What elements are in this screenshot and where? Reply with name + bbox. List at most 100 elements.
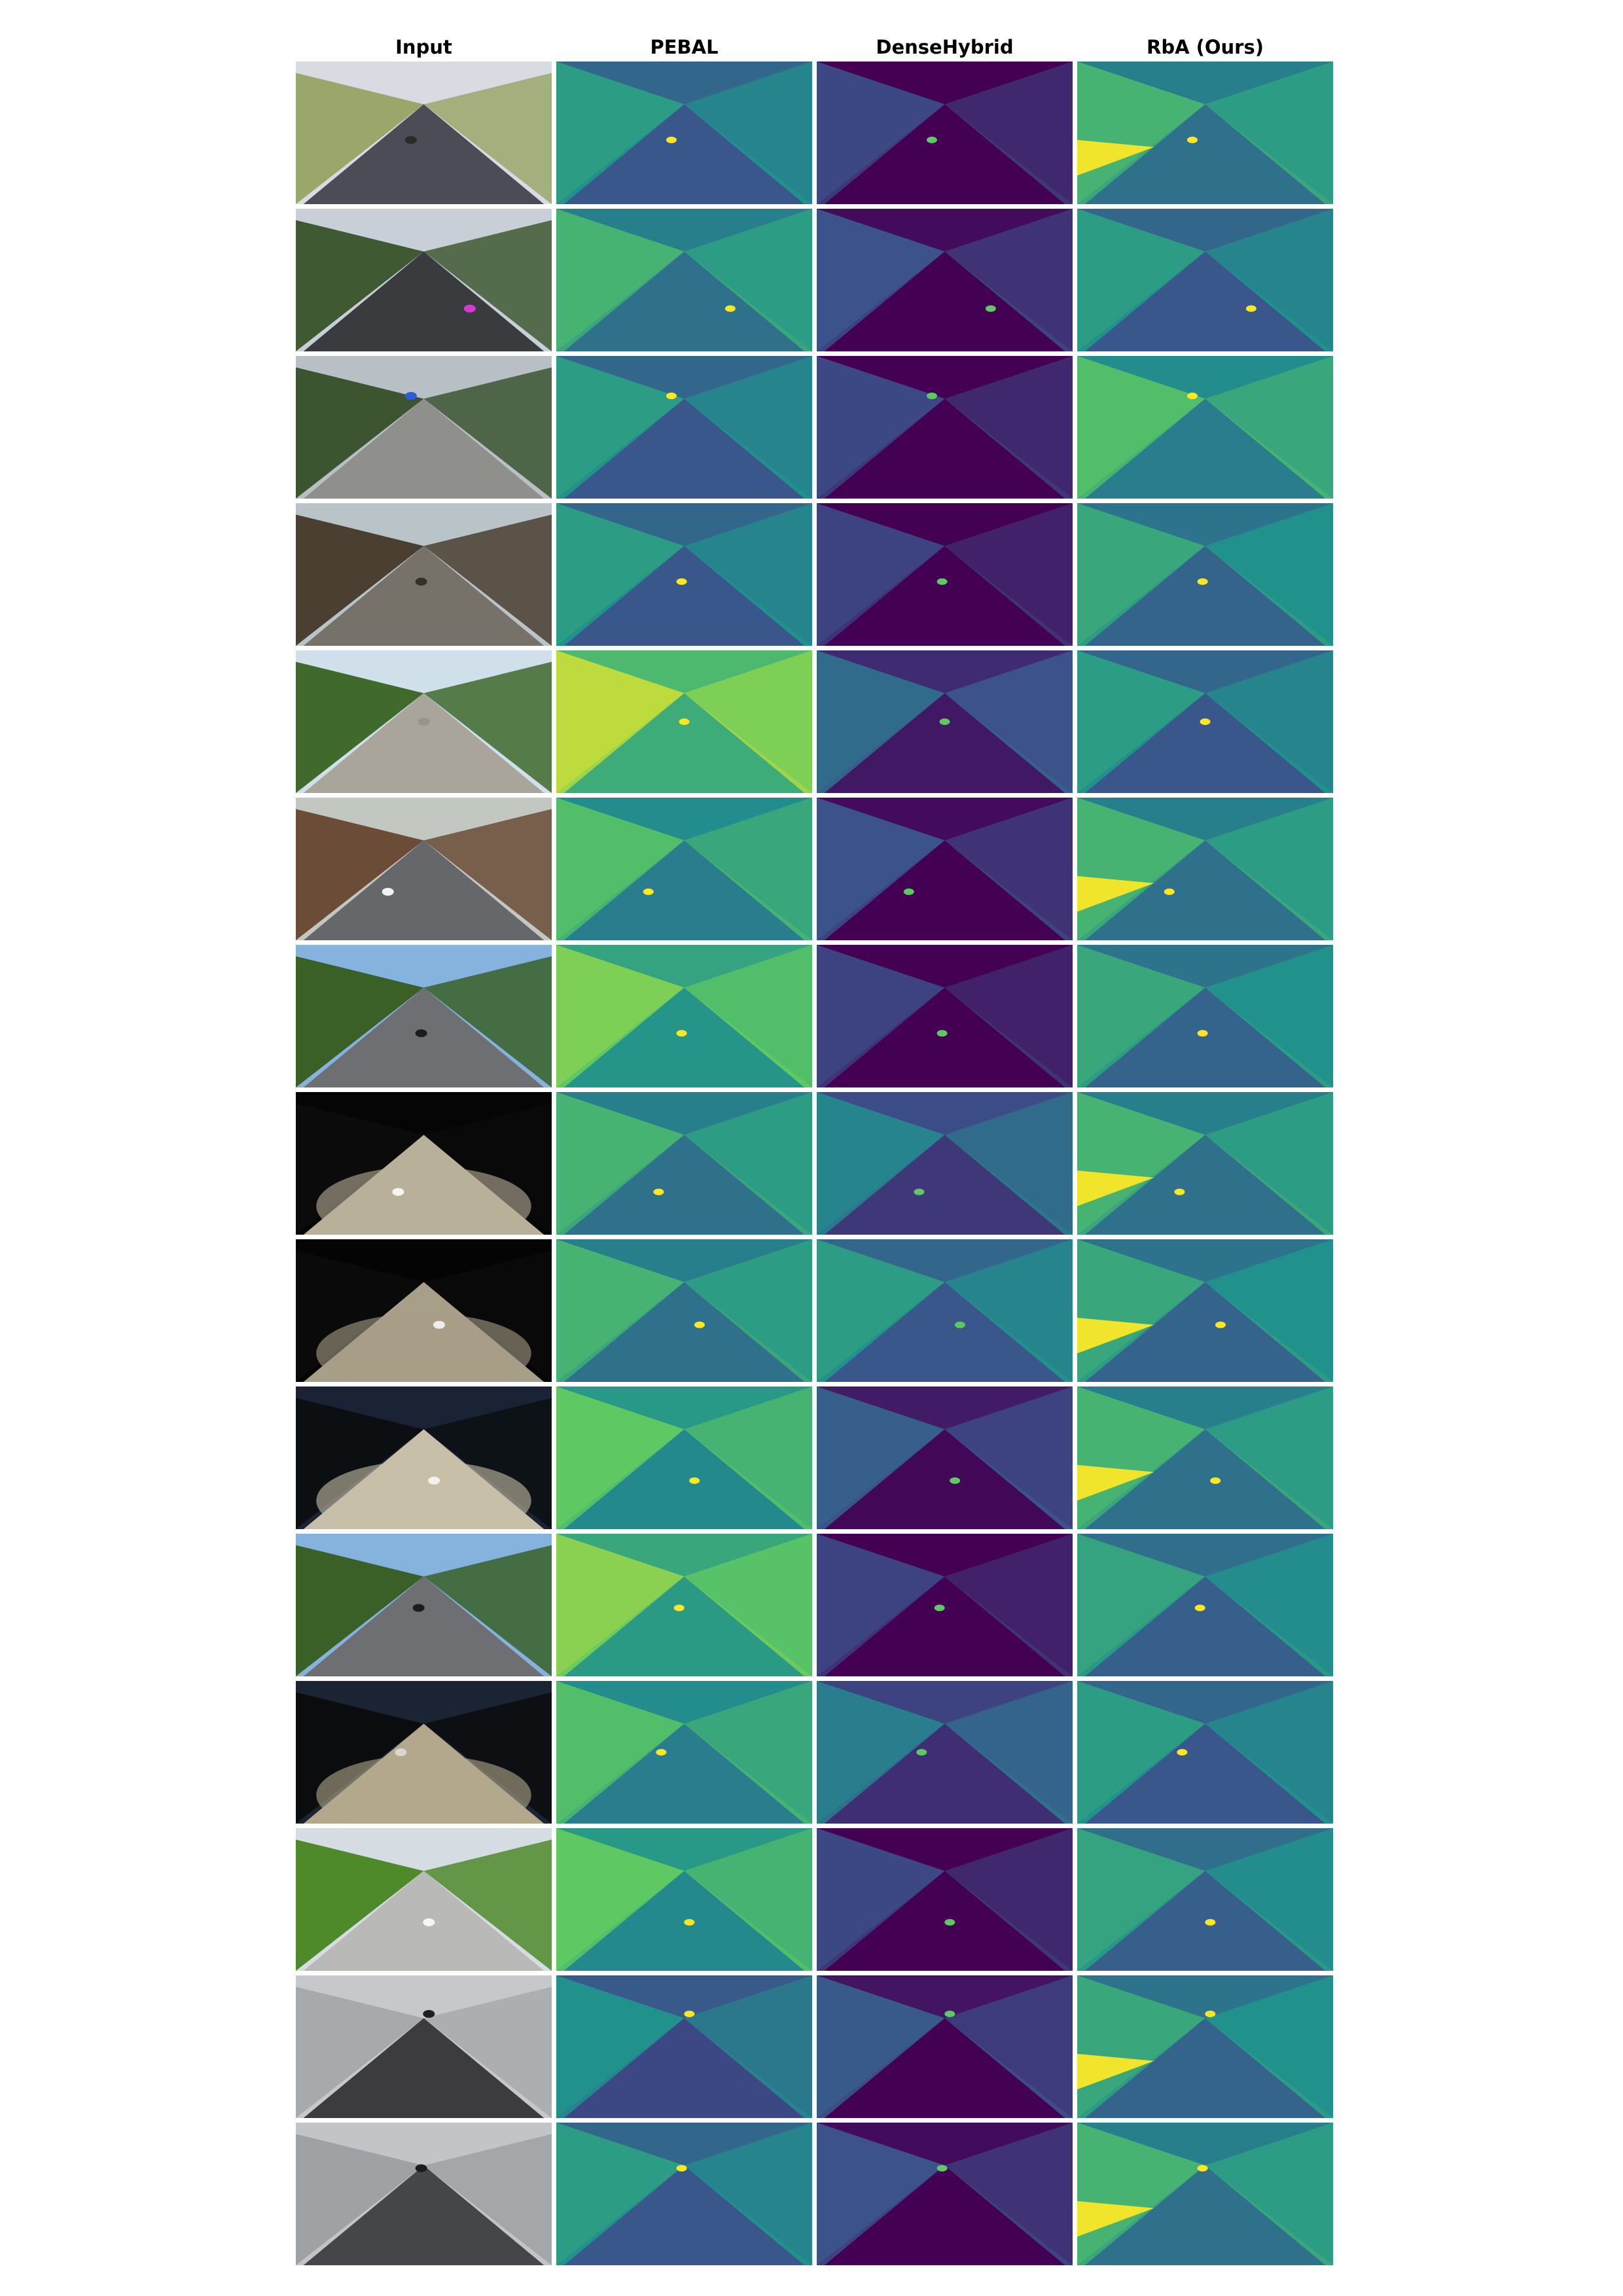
anomaly-highlight [926, 393, 937, 400]
input-image-canvas [296, 503, 552, 646]
pebal-image-canvas [556, 1681, 812, 1824]
pebal-image-canvas [556, 1975, 812, 2118]
rba-image-canvas [1077, 1092, 1333, 1235]
anomaly-highlight [936, 2164, 948, 2172]
rba-image-canvas [1077, 1534, 1333, 1676]
anomaly-highlight [944, 1918, 955, 1926]
input-image-canvas [296, 2123, 552, 2265]
input-obstacle [423, 2009, 435, 2018]
pebal-image-canvas [556, 62, 812, 204]
anomaly-highlight [694, 1321, 705, 1328]
pebal-anomaly-map [556, 1239, 812, 1382]
anomaly-highlight [944, 2010, 955, 2017]
anomaly-highlight [653, 1188, 664, 1195]
rba-anomaly-map [1077, 1092, 1333, 1235]
input-image [296, 945, 552, 1087]
input-image-canvas [296, 62, 552, 204]
anomaly-highlight [684, 1918, 695, 1926]
rba-image-canvas [1077, 356, 1333, 499]
anomaly-highlight [903, 888, 914, 895]
scene-row-dusk-road-headlights [296, 1386, 1336, 1529]
column-header-input: Input [395, 36, 452, 58]
anomaly-highlight [656, 1749, 667, 1756]
pebal-image-canvas [556, 1386, 812, 1529]
anomaly-highlight [950, 1477, 961, 1484]
input-image [296, 798, 552, 940]
scene-row-hedged-lane-distant-object [296, 1534, 1336, 1676]
input-image-canvas [296, 209, 552, 351]
input-obstacle [382, 887, 394, 896]
densehybrid-anomaly-map [817, 1828, 1073, 1971]
scene-row-gravel-path-hedges [296, 650, 1336, 793]
anomaly-highlight [1210, 1477, 1221, 1484]
rba-anomaly-map [1077, 1239, 1333, 1382]
column-header-pebal: PEBAL [650, 36, 719, 58]
densehybrid-image-canvas [817, 2123, 1073, 2265]
pebal-anomaly-map [556, 798, 812, 940]
input-image [296, 209, 552, 351]
input-obstacle [418, 718, 430, 726]
densehybrid-anomaly-map [817, 1681, 1073, 1824]
anomaly-highlight [1197, 2164, 1208, 2172]
densehybrid-image-canvas [817, 62, 1073, 204]
anomaly-highlight [1174, 1188, 1185, 1195]
pebal-image-canvas [556, 356, 812, 499]
anomaly-highlight [985, 305, 996, 312]
anomaly-highlight [936, 1030, 948, 1037]
densehybrid-anomaly-map [817, 209, 1073, 351]
scene-row-night-road-horizon-light [296, 1681, 1336, 1824]
input-obstacle [415, 2164, 427, 2172]
rba-image-canvas [1077, 650, 1333, 793]
rba-anomaly-map [1077, 1828, 1333, 1971]
densehybrid-anomaly-map [817, 798, 1073, 940]
densehybrid-image-canvas [817, 650, 1073, 793]
rba-anomaly-map [1077, 1386, 1333, 1529]
input-obstacle [412, 1604, 425, 1612]
comparison-figure: Input PEBAL DenseHybrid RbA (Ours) [296, 33, 1336, 2265]
pebal-anomaly-map [556, 1828, 812, 1971]
column-header-rba: RbA (Ours) [1147, 36, 1264, 58]
anomaly-highlight [936, 578, 948, 585]
densehybrid-image-canvas [817, 798, 1073, 940]
scene-row-foggy-road-dark-object [296, 1975, 1336, 2118]
pebal-anomaly-map [556, 1975, 812, 2118]
pebal-image-canvas [556, 1534, 812, 1676]
densehybrid-image-canvas [817, 1534, 1073, 1676]
anomaly-highlight [1205, 2010, 1216, 2017]
densehybrid-image-canvas [817, 1975, 1073, 2118]
densehybrid-image-canvas [817, 356, 1073, 499]
densehybrid-image-canvas [817, 1681, 1073, 1824]
input-image-canvas [296, 1828, 552, 1971]
anomaly-highlight [916, 1749, 927, 1756]
rba-image-canvas [1077, 945, 1333, 1087]
densehybrid-image-canvas [817, 1828, 1073, 1971]
column-header-densehybrid: DenseHybrid [876, 36, 1014, 58]
pebal-anomaly-map [556, 2123, 812, 2265]
pebal-anomaly-map [556, 1534, 812, 1676]
input-image-canvas [296, 1386, 552, 1529]
densehybrid-image-canvas [817, 1386, 1073, 1529]
scene-row-highway-noise-barrier [296, 62, 1336, 204]
anomaly-highlight [676, 578, 687, 585]
input-image-canvas [296, 1681, 552, 1824]
anomaly-highlight [684, 2010, 695, 2017]
input-obstacle [404, 135, 417, 144]
anomaly-highlight [676, 2164, 687, 2172]
anomaly-highlight [1215, 1321, 1226, 1328]
densehybrid-anomaly-map [817, 1239, 1073, 1382]
anomaly-highlight [939, 718, 950, 725]
rba-anomaly-map [1077, 650, 1333, 793]
input-obstacle [463, 304, 476, 313]
input-image [296, 1092, 552, 1235]
densehybrid-anomaly-map [817, 1092, 1073, 1235]
rba-anomaly-map [1077, 62, 1333, 204]
rba-image-canvas [1077, 1239, 1333, 1382]
input-image-canvas [296, 1092, 552, 1235]
pebal-image-canvas [556, 1239, 812, 1382]
input-obstacle [423, 1918, 435, 1926]
rba-anomaly-map [1077, 1534, 1333, 1676]
pebal-anomaly-map [556, 1386, 812, 1529]
anomaly-highlight [954, 1321, 965, 1328]
rba-anomaly-map [1077, 356, 1333, 499]
densehybrid-anomaly-map [817, 945, 1073, 1087]
